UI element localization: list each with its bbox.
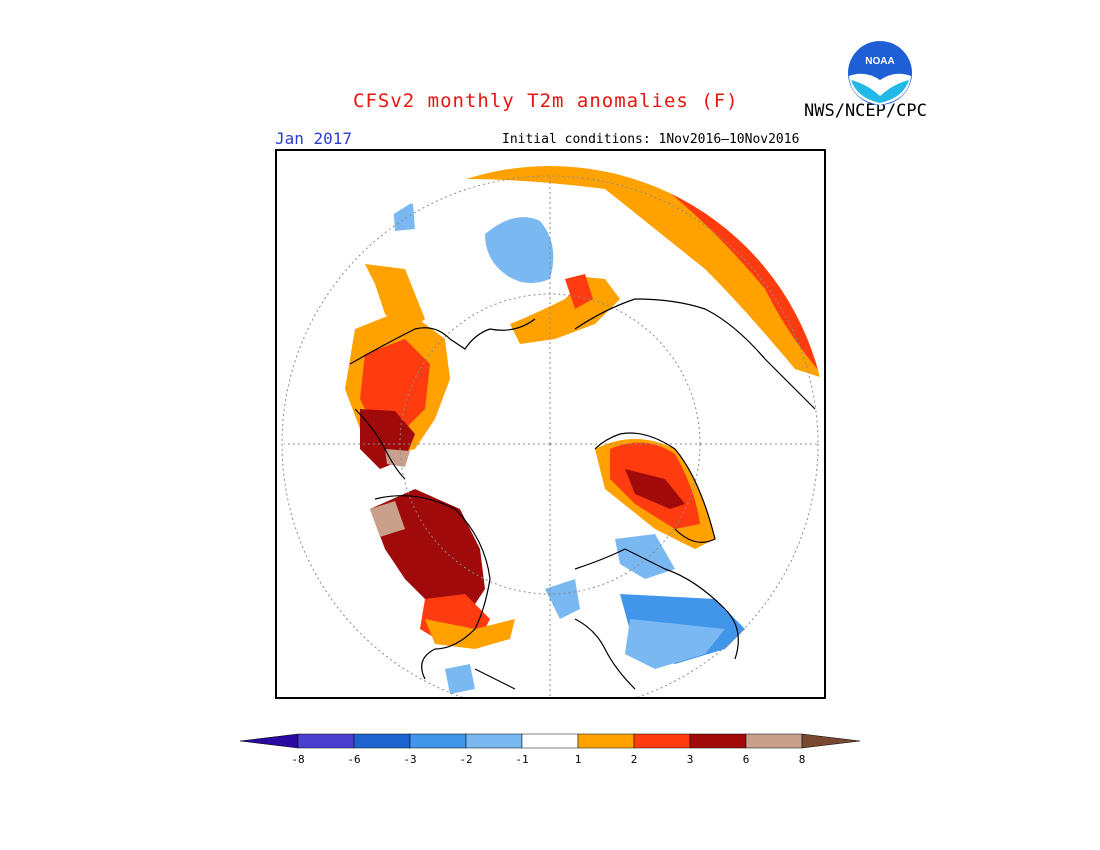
anomaly-extreme-north-america [385, 449, 410, 467]
legend-tick: 3 [687, 753, 694, 766]
agency-label: NWS/NCEP/CPC [804, 101, 927, 121]
legend-arrow-right [801, 733, 861, 749]
anomaly-veryhot-greenland [625, 469, 685, 509]
legend-swatch [353, 733, 411, 749]
anomaly-cool-atlantic [545, 579, 580, 619]
initial-conditions-label: Initial conditions: 1Nov2016–10Nov2016 [502, 132, 800, 147]
legend-swatch [745, 733, 803, 749]
legend-tick: 1 [575, 753, 582, 766]
anomaly-cool-bottom [445, 664, 475, 694]
color-legend: -8 -6 -3 -2 -1 1 2 3 6 8 [239, 733, 861, 766]
legend-swatch [297, 733, 355, 749]
legend-tick: -6 [347, 753, 360, 766]
legend-swatch [409, 733, 467, 749]
legend-tick: 8 [799, 753, 806, 766]
anomaly-warm-north-coast [510, 277, 620, 344]
anomaly-extreme-asia [370, 501, 405, 537]
anomaly-cool-scandinavia-light [625, 619, 725, 669]
map-title: CFSv2 monthly T2m anomalies (F) [353, 90, 739, 112]
legend-swatch [577, 733, 635, 749]
polar-map [275, 149, 826, 699]
legend-swatch [689, 733, 747, 749]
anomaly-field [345, 166, 826, 694]
legend-swatch [465, 733, 523, 749]
map-border [275, 149, 826, 699]
legend-swatch [521, 733, 579, 749]
graticule [281, 175, 819, 699]
legend-swatch [633, 733, 691, 749]
legend-tick: 6 [743, 753, 750, 766]
coastlines [349, 298, 816, 690]
legend-tick: -1 [515, 753, 528, 766]
legend-tick: -3 [403, 753, 416, 766]
legend-tick: 2 [631, 753, 638, 766]
logo-text: NOAA [865, 56, 894, 67]
anomaly-cool-top-center [485, 217, 554, 283]
legend-tick: -2 [459, 753, 472, 766]
legend-arrow-left [239, 733, 299, 749]
noaa-logo: NOAA [848, 41, 912, 105]
legend-tick: -8 [291, 753, 304, 766]
forecast-month: Jan 2017 [275, 129, 353, 148]
anomaly-hot-north-coast [565, 274, 593, 309]
